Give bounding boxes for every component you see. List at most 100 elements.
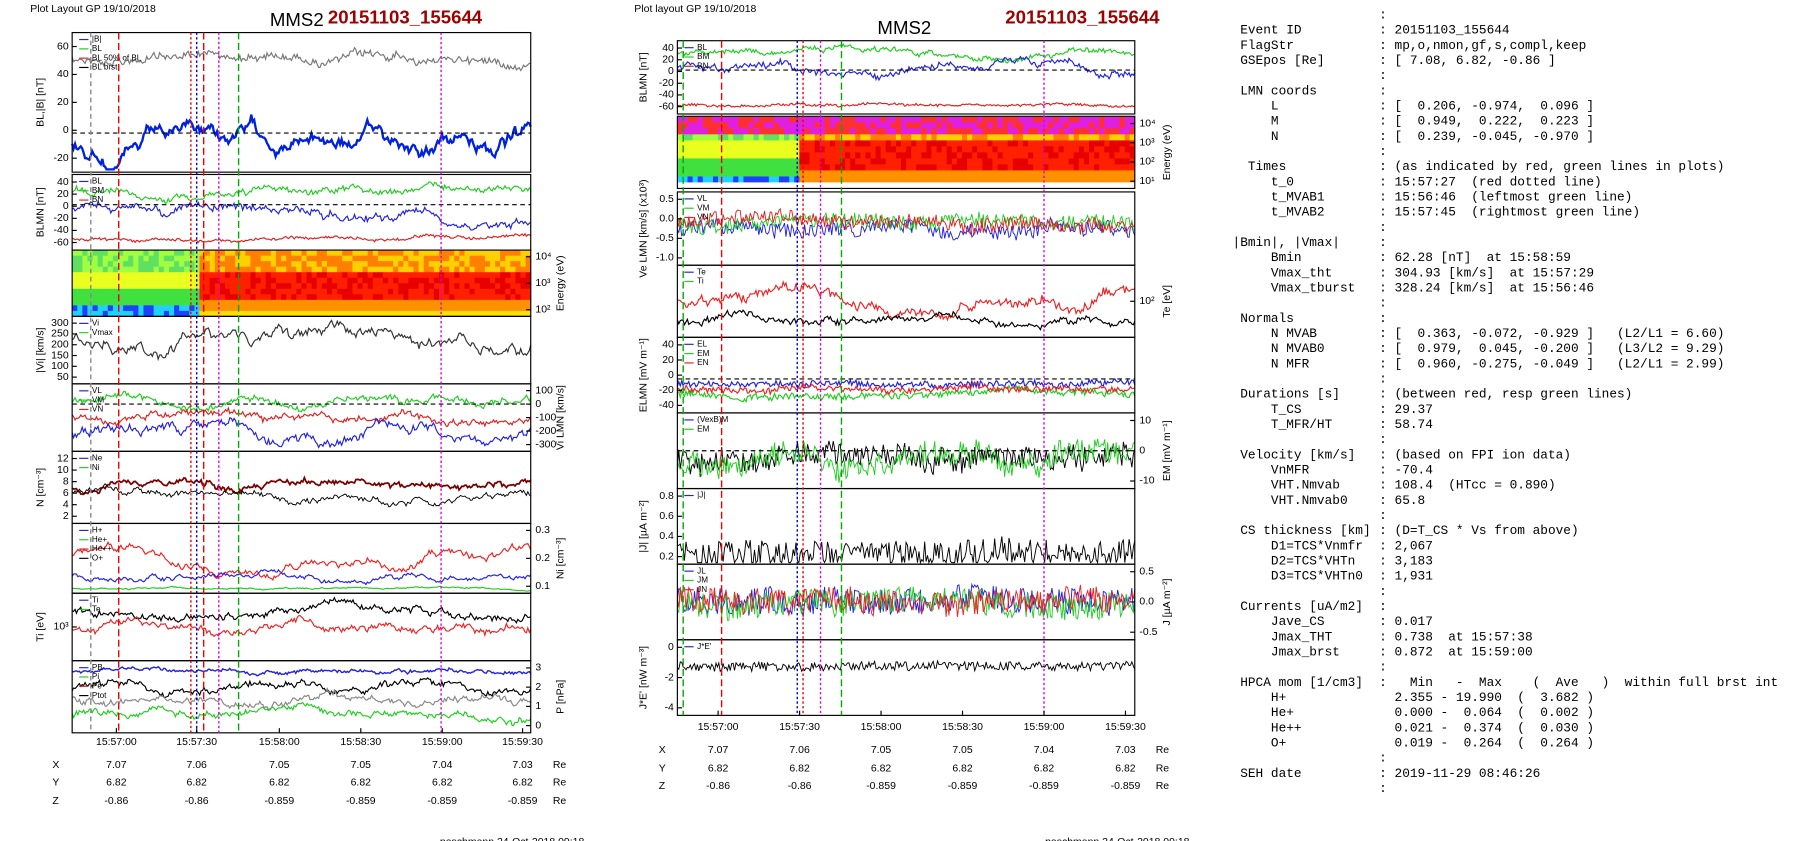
spectrogram-cell <box>489 294 496 301</box>
spectrogram-cell <box>163 255 170 262</box>
spectrogram-cell <box>992 116 999 123</box>
spectrogram-cell <box>728 158 734 165</box>
spectrogram-cell <box>916 140 922 147</box>
spectrogram-cell <box>281 272 287 279</box>
spectrogram-cell <box>87 305 93 312</box>
spectrogram-cell <box>865 158 872 165</box>
spectrogram-cell <box>250 310 257 317</box>
spectrogram-cell <box>189 305 195 312</box>
spectrogram-cell <box>174 277 180 284</box>
spectrogram-cell <box>209 261 216 268</box>
spectrogram-cell <box>214 272 221 279</box>
ephem-value: -0.859 <box>948 781 978 792</box>
spectrogram-cell <box>834 182 841 189</box>
trace <box>677 384 1136 404</box>
spectrogram-cell <box>515 299 522 306</box>
spectrogram-cell <box>500 299 506 306</box>
spectrogram-cell <box>946 170 953 177</box>
spectrogram-cell <box>987 164 994 171</box>
spectrogram-cell <box>1104 122 1110 129</box>
spectrogram-cell <box>112 277 119 284</box>
spectrogram-cell <box>92 294 99 301</box>
spectrogram-cell <box>890 140 897 147</box>
spectrogram-cell <box>143 294 150 301</box>
spectrogram-cell <box>97 266 104 273</box>
summary-value: : 20151103_155644 <box>1379 23 1510 38</box>
spectrogram-cell <box>77 299 83 306</box>
spectrogram-cell <box>1124 170 1131 177</box>
spectrogram-cell <box>265 272 272 279</box>
spectrogram-cell <box>799 134 805 141</box>
trace <box>677 536 1136 565</box>
summary-value: : (based on FPI ion data) <box>1379 447 1571 462</box>
spectrogram-cell <box>388 272 394 279</box>
tick-label: 10² <box>535 305 551 316</box>
spectrogram-cell <box>209 288 216 295</box>
spectrogram-cell <box>444 310 450 317</box>
spectrogram-cell <box>204 305 211 312</box>
spectrogram-cell <box>153 250 160 257</box>
spectrogram-cell <box>372 283 379 290</box>
spectrogram-cell <box>758 116 765 123</box>
trace <box>71 701 532 727</box>
spectrogram-cell <box>941 152 948 159</box>
spectrogram-cell <box>824 182 831 189</box>
spectrogram-cell <box>275 261 282 268</box>
spectrogram-cell <box>515 283 522 290</box>
spectrogram-cell <box>408 310 414 317</box>
spectrogram-cell <box>174 250 180 257</box>
spectrogram-cell <box>1043 128 1049 135</box>
spectrogram-cell <box>1048 152 1055 159</box>
spectrogram-cell <box>1022 152 1029 159</box>
spectrogram-cell <box>748 140 755 147</box>
spectrogram-cell <box>464 266 471 273</box>
spectrogram-cell <box>1129 128 1136 135</box>
spectrogram-cell <box>1073 152 1080 159</box>
spectrogram-cell <box>961 182 968 189</box>
trace <box>72 596 531 624</box>
spectrogram-cell <box>845 134 851 141</box>
spectrogram-cell <box>301 310 308 317</box>
spectrogram-cell <box>931 140 938 147</box>
spectrogram-cell <box>931 158 938 165</box>
spectrogram-cell <box>168 305 175 312</box>
spectrogram-cell <box>382 261 389 268</box>
tick-label: 2 <box>535 682 541 693</box>
spectrogram-cell <box>1124 158 1131 165</box>
spectrogram-cell <box>982 164 988 171</box>
spectrogram-cell <box>1129 176 1136 183</box>
spectrogram-cell <box>362 294 369 301</box>
spectrogram-cell <box>921 158 927 165</box>
spectrogram-cell <box>1038 170 1044 177</box>
tick-label: 150 <box>51 350 69 361</box>
spectrogram-cell <box>895 152 902 159</box>
spectrogram-cell <box>814 158 821 165</box>
spectrogram-cell <box>184 283 190 290</box>
spectrogram-cell <box>281 250 287 257</box>
spectrogram-cell <box>712 170 719 177</box>
spectrogram-cell <box>1038 158 1044 165</box>
spectrogram-cell <box>138 272 144 279</box>
spectrogram-cell <box>906 152 912 159</box>
spectrogram-cell <box>1043 146 1049 153</box>
spectrogram-cell <box>885 116 892 123</box>
spectrogram-cell <box>804 134 811 141</box>
legend-entry: JN <box>697 585 707 594</box>
spectrogram-cell <box>1053 176 1060 183</box>
tick-label: 40 <box>662 340 674 351</box>
trace <box>71 406 532 428</box>
panel-frame <box>676 40 1136 115</box>
tick-label: -4 <box>665 703 674 714</box>
spectrogram-cell <box>372 272 379 279</box>
trace <box>676 211 1136 236</box>
spectrogram-cell <box>799 182 805 189</box>
axis-label: Ve LMN [km/s] (x10³) <box>638 179 649 277</box>
spectrogram-cell <box>860 128 866 135</box>
tick-label: 0 <box>1139 446 1145 457</box>
spectrogram-cell <box>388 288 394 295</box>
spectrogram-cell <box>977 146 983 153</box>
spectrogram-cell <box>326 288 333 295</box>
ephem-value: 7.05 <box>952 745 973 756</box>
summary-value: : 15:56:46 (leftmost green line) <box>1379 190 1632 205</box>
spectrogram-cell <box>347 272 353 279</box>
